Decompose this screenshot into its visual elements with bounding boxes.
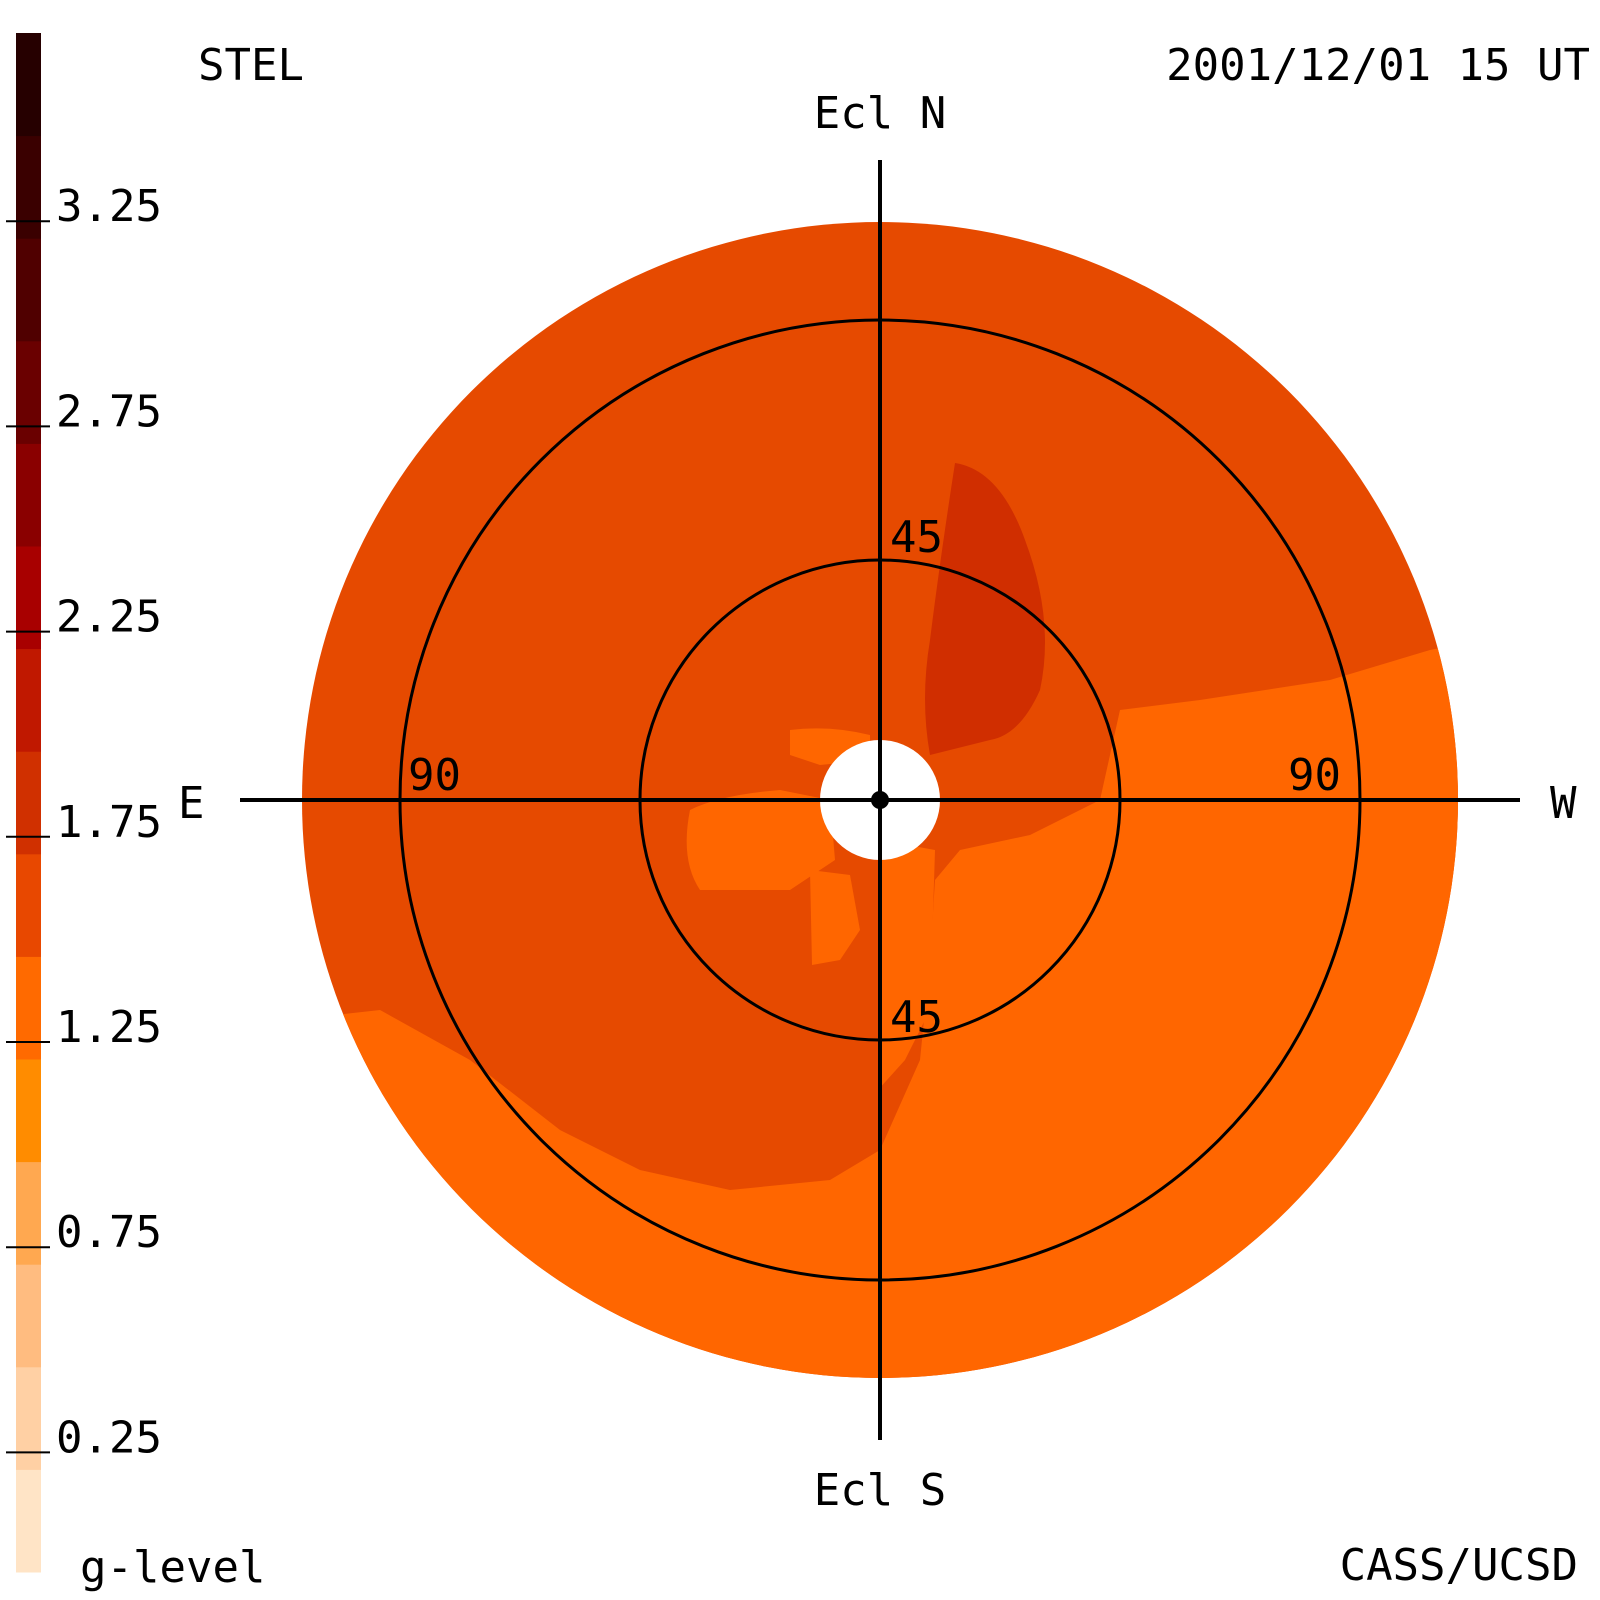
colorbar: [16, 33, 41, 1573]
colorbar-segment: [16, 33, 41, 137]
colorbar-segment: [16, 238, 41, 342]
colorbar-segment: [16, 1059, 41, 1163]
compass-east: E: [178, 778, 205, 829]
colorbar-segment: [16, 1264, 41, 1368]
colorbar-segment: [16, 340, 41, 444]
colorbar-ticks: 3.25 2.75 2.25 1.75 1.25 0.75 0.25: [6, 181, 162, 1463]
region-near-sun-southeast: [878, 840, 935, 1090]
colorbar-title: g-level: [80, 1542, 265, 1593]
colorbar-tick-label: 2.25: [56, 592, 162, 643]
map-disk: [302, 222, 1458, 1378]
colorbar-segment: [16, 1469, 41, 1573]
colorbar-tick-label: 0.75: [56, 1207, 162, 1258]
compass-south: Ecl S: [814, 1465, 946, 1516]
region-near-sun-south: [810, 870, 860, 965]
colorbar-tick-label: 1.25: [56, 1002, 162, 1053]
credit-label: CASS/UCSD: [1340, 1540, 1578, 1591]
compass-north: Ecl N: [814, 88, 946, 139]
colorbar-segment: [16, 1366, 41, 1470]
sun-center-dot: [871, 791, 889, 809]
colorbar-segment: [16, 648, 41, 752]
region-low-southwest-band: [302, 640, 1458, 1378]
colorbar-segment: [16, 135, 41, 239]
colorbar-segment: [16, 546, 41, 650]
ring-label-90-east: 90: [408, 750, 461, 801]
ring-label-45-south: 45: [890, 992, 943, 1043]
ring-label-90-west: 90: [1288, 750, 1341, 801]
ring-label-45-north: 45: [890, 512, 943, 563]
colorbar-segment: [16, 751, 41, 855]
colorbar-segment: [16, 956, 41, 1060]
colorbar-tick-label: 0.25: [56, 1412, 162, 1463]
date-time-label: 2001/12/01 15 UT: [1166, 40, 1590, 91]
colorbar-tick-label: 1.75: [56, 797, 162, 848]
instrument-label: STEL: [198, 40, 304, 91]
colorbar-segment: [16, 853, 41, 957]
colorbar-tick-label: 2.75: [56, 386, 162, 437]
region-near-sun-east: [686, 790, 835, 890]
region-streamer: [925, 463, 1045, 755]
compass-west: W: [1550, 778, 1577, 829]
colorbar-segment: [16, 443, 41, 547]
colorbar-tick-label: 3.25: [56, 181, 162, 232]
colorbar-segment: [16, 1161, 41, 1265]
